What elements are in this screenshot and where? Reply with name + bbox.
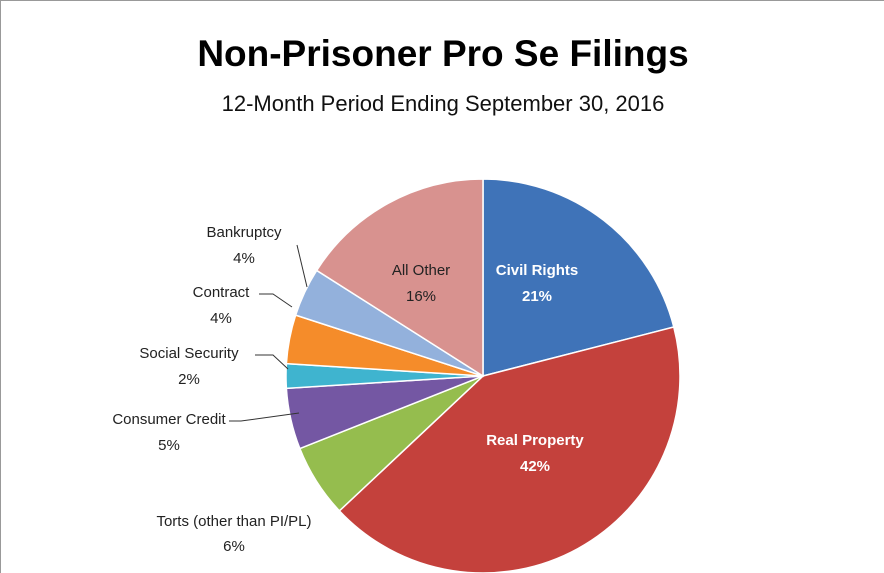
leader-line [296,244,308,288]
slice-label: Consumer Credit 5% [112,407,225,459]
slice-label: All Other 16% [392,258,450,310]
leader-line [259,293,293,308]
slice-name: Contract [192,284,250,301]
slice-label: Contract 4% [193,280,250,332]
leader-line [229,412,300,422]
slice-label: Real Property 42% [486,428,584,480]
slice-percent: 21% [521,288,553,305]
slice-percent: 5% [158,437,180,454]
slice-percent: 16% [405,288,437,305]
slice-percent: 2% [178,371,200,388]
pie-slice [482,178,675,377]
chart-title: Non-Prisoner Pro Se Filings [197,33,689,74]
leader-lines [229,244,308,422]
slice-percent: 6% [223,538,245,555]
slice-percent: 4% [210,310,232,327]
slice-label: Torts (other than PI/PL) 6% [154,509,314,559]
chart-subtitle: 12-Month Period Ending September 30, 201… [221,91,665,116]
slice-name: Civil Rights [495,262,579,279]
slice-name: Consumer Credit [112,411,226,428]
slice-label: Bankruptcy 4% [206,220,281,272]
slice-label: Civil Rights 21% [496,258,579,310]
slice-label: Social Security 2% [139,341,238,393]
slice-percent: 4% [233,250,255,267]
slice-name: Real Property [486,432,584,449]
slice-name: All Other [391,262,451,279]
pie-slice [315,178,484,378]
slice-name: Torts (other than PI/PL) [156,513,312,530]
slice-name: Bankruptcy [206,224,282,241]
pie-slice [338,326,681,573]
slice-percent: 42% [519,458,551,475]
slice-name: Social Security [139,345,239,362]
leader-line [255,354,289,370]
